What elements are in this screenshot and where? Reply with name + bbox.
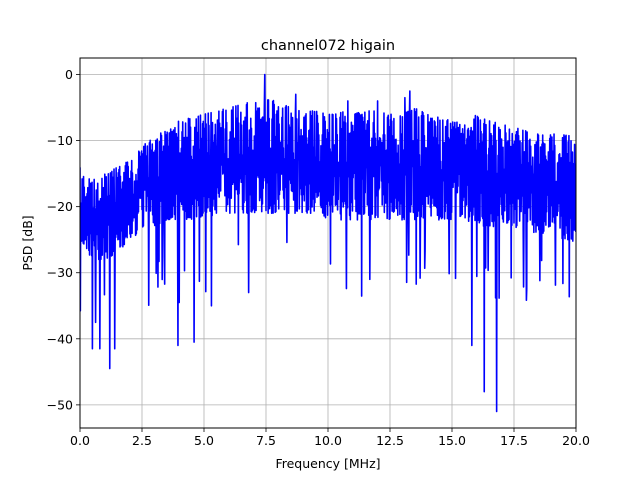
y-tick-label: −10 bbox=[47, 133, 73, 148]
x-tick-label: 12.5 bbox=[376, 433, 404, 448]
x-tick-label: 0.0 bbox=[70, 433, 90, 448]
y-axis-label: PSD [dB] bbox=[20, 215, 35, 270]
y-tick-label: −50 bbox=[47, 397, 73, 412]
x-tick-label: 2.5 bbox=[132, 433, 152, 448]
y-axis: 0 −10 −20 −30 −40 −50 bbox=[47, 67, 80, 412]
x-axis: 0.0 2.5 5.0 7.5 10.0 12.5 15.0 17.5 20.0 bbox=[70, 428, 590, 448]
y-tick-label: −30 bbox=[47, 265, 73, 280]
x-tick-label: 15.0 bbox=[438, 433, 466, 448]
series-line-psd bbox=[80, 73, 576, 413]
x-tick-label: 10.0 bbox=[314, 433, 342, 448]
chart-title: channel072 higain bbox=[261, 38, 395, 54]
y-tick-label: −40 bbox=[47, 331, 73, 346]
y-tick-label: 0 bbox=[65, 67, 73, 82]
y-tick-label: −20 bbox=[47, 199, 73, 214]
x-tick-label: 5.0 bbox=[194, 433, 214, 448]
x-tick-label: 17.5 bbox=[500, 433, 528, 448]
plot-area bbox=[80, 73, 576, 413]
grid bbox=[79, 58, 577, 428]
x-axis-label: Frequency [MHz] bbox=[275, 456, 380, 471]
x-tick-label: 7.5 bbox=[256, 433, 276, 448]
x-tick-label: 20.0 bbox=[562, 433, 590, 448]
